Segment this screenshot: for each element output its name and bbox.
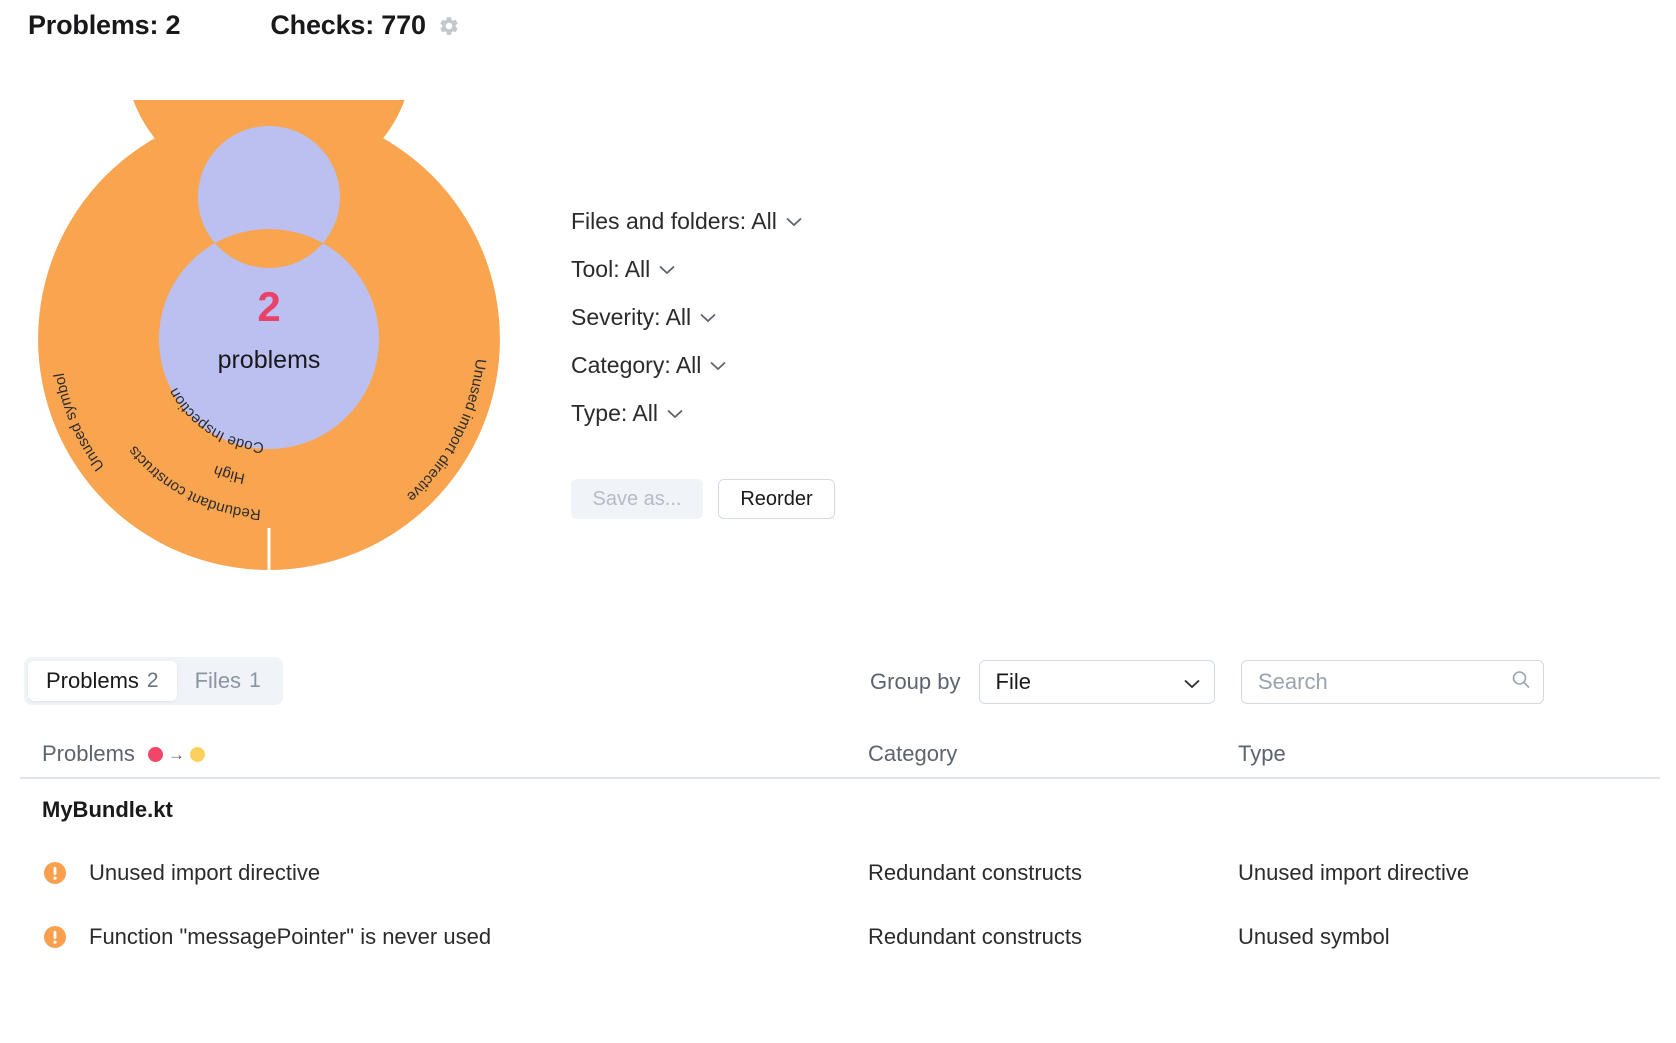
tab-files[interactable]: Files 1: [177, 661, 279, 701]
tab-problems-label: Problems: [46, 668, 139, 693]
table-cell-type: Unused import directive: [1238, 860, 1470, 885]
table-cell-category: Redundant constructs: [868, 860, 1083, 885]
save-as-button[interactable]: Save as...: [571, 479, 703, 519]
table-cell-category: Redundant constructs: [868, 924, 1083, 949]
filter-severity-label: Severity: All: [571, 304, 692, 330]
sunburst-ring-tool[interactable]: [158, 126, 379, 450]
filter-severity[interactable]: Severity: All: [571, 304, 802, 331]
column-header-category[interactable]: Category: [868, 741, 1238, 767]
table-row[interactable]: Unused import directive Redundant constr…: [20, 841, 1660, 905]
sunburst-center-label: problems: [217, 346, 321, 374]
table-cell-problem: Function "messagePointer" is never used: [20, 924, 868, 950]
group-by-select[interactable]: File: [978, 660, 1215, 704]
column-header-type[interactable]: Type: [1238, 741, 1638, 767]
severity-dot-critical-icon: [147, 746, 163, 762]
table-cell-problem: Unused import directive: [20, 860, 868, 886]
filter-tool[interactable]: Tool: All: [571, 256, 802, 283]
warning-icon: [42, 860, 68, 886]
filter-actions: Save as... Reorder: [571, 479, 835, 519]
chevron-down-icon: [659, 265, 675, 275]
column-header-problems-label: Problems: [42, 741, 135, 766]
search-input[interactable]: [1256, 668, 1496, 696]
tab-files-label: Files: [194, 668, 242, 693]
filter-category[interactable]: Category: All: [571, 352, 802, 379]
results-tabs: Problems 2 Files 1: [24, 657, 283, 705]
sunburst-center-value: 2: [257, 283, 281, 330]
gear-icon[interactable]: [438, 15, 460, 37]
filters-panel: Files and folders: All Tool: All Severit…: [571, 208, 802, 448]
sunburst-slice-unused-import-directive[interactable]: [269, 108, 500, 570]
group-by-value: File: [995, 669, 1031, 694]
severity-dot-low-icon: [189, 746, 205, 762]
chevron-down-icon: [700, 313, 716, 323]
chevron-down-icon: [1183, 669, 1200, 695]
column-header-category-label: Category: [868, 741, 958, 766]
problems-sunburst-chart[interactable]: Unused import directive Unused symbol Re…: [30, 0, 508, 578]
arrow-right-icon: →: [167, 744, 185, 764]
group-by-label: Group by: [870, 669, 961, 694]
severity-sort-indicator[interactable]: →: [147, 744, 205, 764]
chevron-down-icon: [710, 361, 727, 371]
chevron-down-icon: [786, 217, 802, 227]
column-header-type-label: Type: [1238, 741, 1286, 766]
chevron-down-icon: [667, 409, 683, 419]
search-icon[interactable]: [1511, 670, 1531, 695]
warning-icon: [42, 924, 68, 950]
tab-problems-count: 2: [146, 669, 159, 692]
tab-files-count: 1: [249, 669, 261, 692]
search-box[interactable]: [1241, 660, 1544, 704]
sunburst-svg[interactable]: Unused import directive Unused symbol Re…: [30, 0, 508, 578]
tab-problems[interactable]: Problems 2: [28, 661, 177, 701]
filter-files-and-folders-label: Files and folders: All: [571, 208, 777, 234]
filter-type-label: Type: All: [571, 400, 658, 426]
problems-count: Problems: 2: [28, 10, 181, 40]
table-group-file-name: MyBundle.kt: [42, 797, 173, 822]
filter-category-label: Category: All: [571, 352, 702, 378]
table-header-row: Problems → Category Type: [20, 735, 1660, 779]
table-cell-type: Unused symbol: [1238, 924, 1390, 949]
sunburst-slice-unused-symbol[interactable]: [38, 108, 270, 570]
reorder-button[interactable]: Reorder: [718, 479, 835, 519]
group-by-control: Group by File: [870, 660, 1215, 704]
table-row[interactable]: Function "messagePointer" is never used …: [20, 905, 1660, 969]
filter-tool-label: Tool: All: [571, 256, 651, 282]
column-header-problems[interactable]: Problems →: [20, 741, 868, 767]
checks-count: Checks: 770: [270, 10, 426, 40]
table-cell-problem-text: Unused import directive: [89, 860, 321, 885]
table-group-header[interactable]: MyBundle.kt: [20, 779, 1660, 841]
filter-type[interactable]: Type: All: [571, 400, 802, 427]
report-header: Problems: 2 Checks: 770: [28, 10, 460, 41]
filter-files-and-folders[interactable]: Files and folders: All: [571, 208, 802, 235]
sunburst-slice-code-inspection[interactable]: [158, 126, 379, 450]
table-cell-problem-text: Function "messagePointer" is never used: [89, 924, 492, 949]
problems-table: Problems → Category Type MyBundle.kt: [20, 735, 1660, 969]
